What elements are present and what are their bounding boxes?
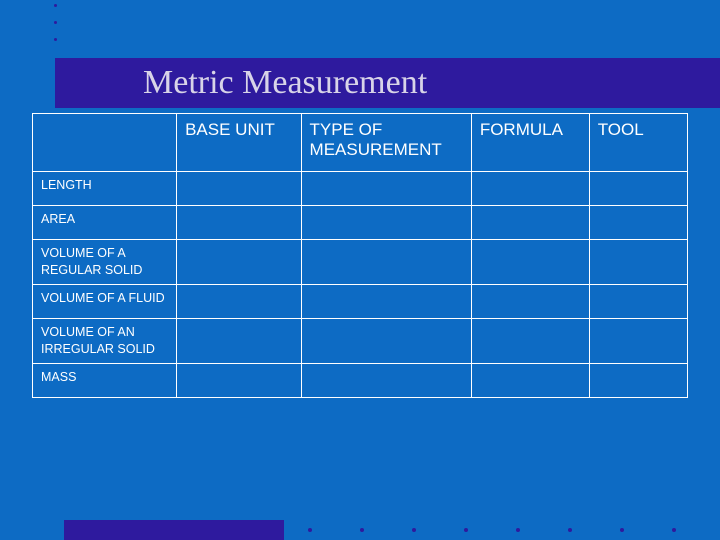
cell (177, 240, 301, 285)
cell (589, 363, 687, 397)
cell (301, 363, 471, 397)
cell (589, 172, 687, 206)
col-header-formula: FORMULA (471, 114, 589, 172)
table-row: VOLUME OF A REGULAR SOLID (33, 240, 688, 285)
cell (177, 363, 301, 397)
slide-title: Metric Measurement (143, 64, 427, 102)
row-label: LENGTH (33, 172, 177, 206)
footer-dot (360, 528, 364, 532)
footer-dot (568, 528, 572, 532)
col-header-type: TYPE OF MEASUREMENT (301, 114, 471, 172)
table-row: VOLUME OF AN IRREGULAR SOLID (33, 318, 688, 363)
title-bar: Metric Measurement (55, 58, 720, 108)
cell (589, 318, 687, 363)
footer-dot (464, 528, 468, 532)
table-row: VOLUME OF A FLUID (33, 284, 688, 318)
table-row: LENGTH (33, 172, 688, 206)
cell (177, 284, 301, 318)
metric-table: BASE UNIT TYPE OF MEASUREMENT FORMULA TO… (32, 113, 688, 398)
table-header-row: BASE UNIT TYPE OF MEASUREMENT FORMULA TO… (33, 114, 688, 172)
table: BASE UNIT TYPE OF MEASUREMENT FORMULA TO… (32, 113, 688, 398)
cell (471, 172, 589, 206)
cell (471, 240, 589, 285)
row-label: VOLUME OF AN IRREGULAR SOLID (33, 318, 177, 363)
row-label: AREA (33, 206, 177, 240)
row-label: MASS (33, 363, 177, 397)
col-header-tool: TOOL (589, 114, 687, 172)
footer-dot (308, 528, 312, 532)
cell (301, 240, 471, 285)
cell (589, 206, 687, 240)
footer-dots (308, 528, 676, 532)
cell (471, 206, 589, 240)
top-bullets (54, 4, 57, 55)
cell (471, 363, 589, 397)
col-header-blank (33, 114, 177, 172)
cell (301, 318, 471, 363)
footer-dot (620, 528, 624, 532)
col-header-base-unit: BASE UNIT (177, 114, 301, 172)
bullet-dot (54, 38, 57, 41)
footer-dot (412, 528, 416, 532)
row-label: VOLUME OF A FLUID (33, 284, 177, 318)
bullet-dot (54, 21, 57, 24)
table-row: MASS (33, 363, 688, 397)
cell (177, 172, 301, 206)
footer-dot (516, 528, 520, 532)
cell (471, 318, 589, 363)
cell (471, 284, 589, 318)
bullet-dot (54, 4, 57, 7)
footer-dot (672, 528, 676, 532)
cell (589, 284, 687, 318)
cell (301, 206, 471, 240)
cell (177, 206, 301, 240)
table-row: AREA (33, 206, 688, 240)
cell (177, 318, 301, 363)
cell (301, 284, 471, 318)
footer-accent-bar (64, 520, 284, 540)
table-body: LENGTH AREA VOLUME OF A REGULAR SOLID (33, 172, 688, 398)
row-label: VOLUME OF A REGULAR SOLID (33, 240, 177, 285)
cell (301, 172, 471, 206)
cell (589, 240, 687, 285)
